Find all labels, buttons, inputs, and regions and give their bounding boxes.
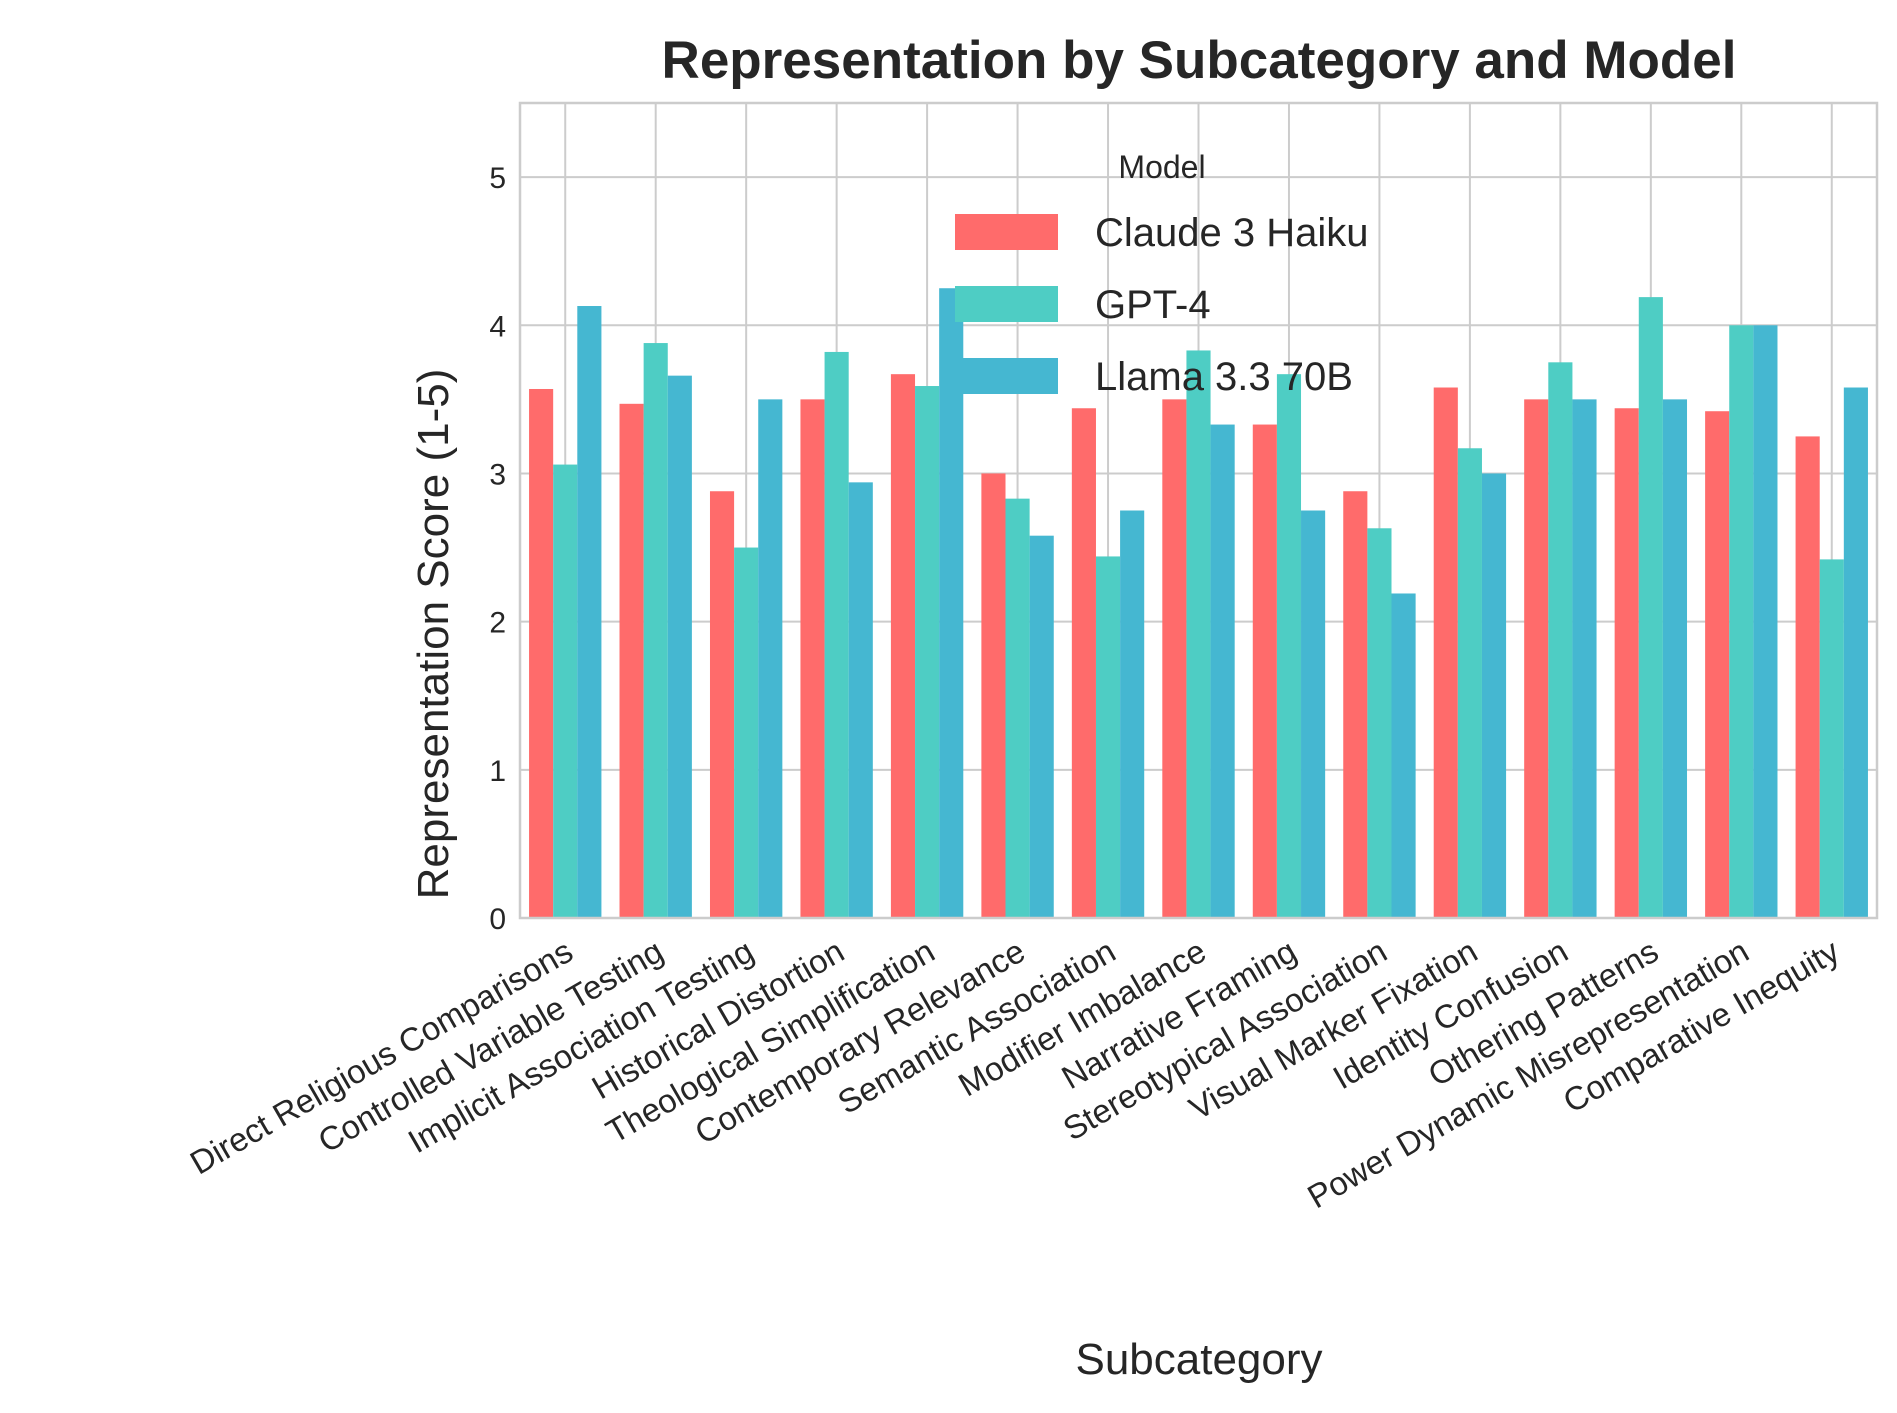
chart-title: Representation by Subcategory and Model [662,31,1737,90]
plot-frame [518,101,1879,920]
y-tick-label: 4 [489,310,506,343]
bar-gpt-4-2 [734,547,759,918]
bar-gpt-4-13 [1729,325,1754,919]
bar-claude-3-haiku-11 [1524,399,1549,918]
bar-claude-3-haiku-0 [529,388,554,918]
bars-layer [529,288,1868,919]
bar-claude-3-haiku-8 [1252,424,1277,918]
bar-claude-3-haiku-4 [890,374,916,918]
bar-llama-3-3-70b-2 [758,399,783,918]
bar-gpt-4-6 [1095,556,1121,918]
bar-claude-3-haiku-13 [1705,411,1730,918]
legend: Model Claude 3 Haiku GPT-4 Llama 3.3 70B [955,149,1369,399]
bar-gpt-4-12 [1638,297,1663,919]
bar-gpt-4-0 [553,464,578,918]
bar-llama-3-3-70b-14 [1843,387,1868,918]
bar-claude-3-haiku-5 [981,473,1006,918]
legend-swatch [955,286,1058,322]
bar-llama-3-3-70b-11 [1572,399,1597,918]
y-axis-title: Representation Score (1-5) [409,369,458,900]
bar-gpt-4-7 [1186,350,1211,918]
bar-gpt-4-3 [824,351,849,919]
bar-llama-3-3-70b-7 [1210,424,1235,918]
bar-llama-3-3-70b-3 [848,482,873,918]
bar-gpt-4-1 [643,343,668,918]
bar-claude-3-haiku-7 [1162,399,1187,918]
bar-claude-3-haiku-1 [619,403,644,918]
bar-llama-3-3-70b-10 [1481,473,1507,918]
y-tick-label: 2 [489,607,506,640]
bar-gpt-4-9 [1367,528,1392,918]
bar-claude-3-haiku-3 [800,399,825,918]
bar-llama-3-3-70b-9 [1391,593,1416,918]
legend-title: Model [1118,149,1205,185]
y-tick-label: 5 [489,162,506,195]
y-tick-label: 0 [489,903,506,936]
legend-swatch [955,358,1058,394]
bar-gpt-4-14 [1819,559,1844,918]
bar-llama-3-3-70b-8 [1301,510,1326,918]
bar-llama-3-3-70b-6 [1120,510,1145,918]
bar-claude-3-haiku-6 [1071,408,1096,918]
axes-layer [518,101,1879,920]
bar-llama-3-3-70b-5 [1029,535,1054,918]
bar-llama-3-3-70b-13 [1753,325,1778,919]
bar-claude-3-haiku-14 [1795,436,1820,918]
bar-gpt-4-8 [1276,374,1302,918]
bar-llama-3-3-70b-1 [667,375,692,918]
legend-label: Claude 3 Haiku [1095,211,1369,255]
y-tick-label: 3 [489,458,506,491]
bar-claude-3-haiku-2 [709,491,735,918]
bar-claude-3-haiku-10 [1433,387,1458,918]
bar-gpt-4-5 [1005,498,1030,918]
bar-llama-3-3-70b-0 [577,306,602,918]
bar-llama-3-3-70b-12 [1662,399,1688,918]
legend-label: GPT-4 [1095,283,1211,327]
x-tick-label: Direct Religious Comparisons [184,932,579,1181]
y-tick-label: 1 [489,755,506,788]
x-axis-title: Subcategory [1075,1335,1322,1384]
bar-claude-3-haiku-9 [1343,491,1368,918]
legend-swatch [955,214,1058,250]
bar-claude-3-haiku-12 [1614,408,1639,918]
legend-label: Llama 3.3 70B [1095,355,1353,399]
bar-gpt-4-10 [1457,448,1482,918]
bar-gpt-4-4 [915,386,940,918]
bar-gpt-4-11 [1548,362,1573,918]
